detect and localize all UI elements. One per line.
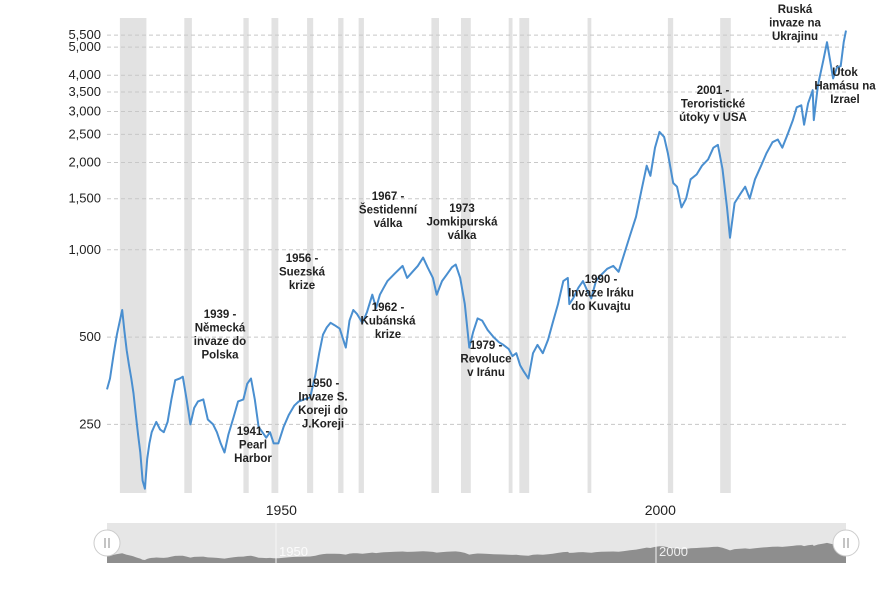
grid-lines (107, 34, 846, 425)
recession-band (307, 18, 314, 493)
annotation-line: 1950 - (307, 378, 340, 390)
navigator-area (107, 542, 846, 563)
annotation-line: Polska (201, 350, 239, 362)
recession-band (243, 18, 249, 493)
annotation-line: Invaze Iráku (568, 288, 634, 300)
recession-band (271, 18, 279, 493)
annotation-line: J.Koreji (302, 419, 344, 431)
annotation-line: invaze na (769, 18, 821, 30)
annotation-line: 1962 - (372, 302, 405, 314)
recession-band (460, 18, 471, 493)
range-navigator[interactable]: 1950 2000 (93, 523, 860, 563)
recession-band (358, 18, 364, 493)
annotation-line: Ruská (778, 4, 813, 16)
annotation-line: Šestidenní (359, 204, 418, 217)
navigator-label-1950: 1950 (279, 544, 308, 559)
y-tick-label: 2,500 (68, 126, 101, 141)
annotation-line: 1941 - (237, 426, 270, 438)
recession-band (184, 18, 192, 493)
annotation-line: Suezská (279, 267, 326, 279)
annotation-line: 1990 - (585, 274, 618, 286)
annotation-line: Invaze S. (298, 392, 347, 404)
annotation-line: krize (375, 329, 401, 341)
y-tick-label: 3,000 (68, 103, 101, 118)
annotation-line: Německá (195, 323, 246, 335)
annotation-line: 1979 - (470, 340, 503, 352)
y-tick-label: 5,500 (68, 27, 101, 42)
annotation-line: Revoluce (460, 354, 511, 366)
recession-band (720, 18, 731, 493)
annotation-line: Pearl (239, 440, 267, 452)
annotation-line: válka (448, 230, 477, 242)
annotation-line: Koreji do (298, 405, 348, 417)
recession-band (338, 18, 344, 493)
annotation-line: Izrael (830, 94, 859, 106)
annotation-line: Jomkipurská (427, 217, 499, 229)
annotation-line: Teroristické (681, 99, 745, 111)
drag-handle-icon (843, 538, 849, 548)
recession-bands (119, 18, 731, 493)
annotation-line: 1973 (449, 203, 475, 215)
x-axis-ticks: 1950 2000 (266, 502, 676, 518)
x-tick-label: 1950 (266, 502, 297, 518)
annotation-line: Útok (832, 66, 858, 79)
y-tick-label: 1,000 (68, 242, 101, 257)
annotation-line: 1967 - (372, 191, 405, 203)
drag-handle-icon (104, 538, 110, 548)
y-tick-label: 5,000 (68, 39, 101, 54)
annotation-line: válka (374, 218, 403, 230)
recession-band (431, 18, 439, 493)
navigator-left-handle[interactable] (93, 529, 121, 557)
x-tick-label: 2000 (645, 502, 676, 518)
annotation-line: 1956 - (286, 253, 319, 265)
recession-band (508, 18, 513, 493)
y-tick-label: 2,000 (68, 155, 101, 170)
annotation-line: Kubánská (361, 316, 417, 328)
series-line (106, 30, 847, 490)
recession-band (587, 18, 592, 493)
recession-band (667, 18, 674, 493)
y-tick-label: 500 (79, 329, 101, 344)
y-axis-ticks: 250 500 1,000 1,500 2,000 2,500 3,000 3,500 4,00… (68, 27, 101, 431)
y-tick-label: 250 (79, 416, 101, 431)
navigator-label-2000: 2000 (659, 544, 688, 559)
annotation-line: útoky v USA (679, 112, 747, 124)
event-annotation: 1950 - Invaze S.Koreji do J.Koreji (298, 378, 348, 431)
y-tick-label: 3,500 (68, 84, 101, 99)
annotation-line: krize (289, 280, 315, 292)
recession-band (519, 18, 530, 493)
annotation-line: v Iránu (467, 367, 505, 379)
annotation-line: invaze do (194, 336, 246, 348)
annotation-line: 2001 - (697, 85, 730, 97)
annotation-line: Ukrajinu (772, 31, 818, 43)
y-tick-label: 4,000 (68, 67, 101, 82)
y-tick-label: 1,500 (68, 191, 101, 206)
series-layer (106, 30, 847, 490)
navigator-right-handle[interactable] (832, 529, 860, 557)
recession-band (119, 18, 147, 493)
annotation-line: Harbor (234, 453, 272, 465)
annotation-line: do Kuvajtu (571, 301, 630, 313)
annotation-line: 1939 - (204, 309, 237, 321)
annotation-line: Hamásu na (814, 81, 876, 93)
